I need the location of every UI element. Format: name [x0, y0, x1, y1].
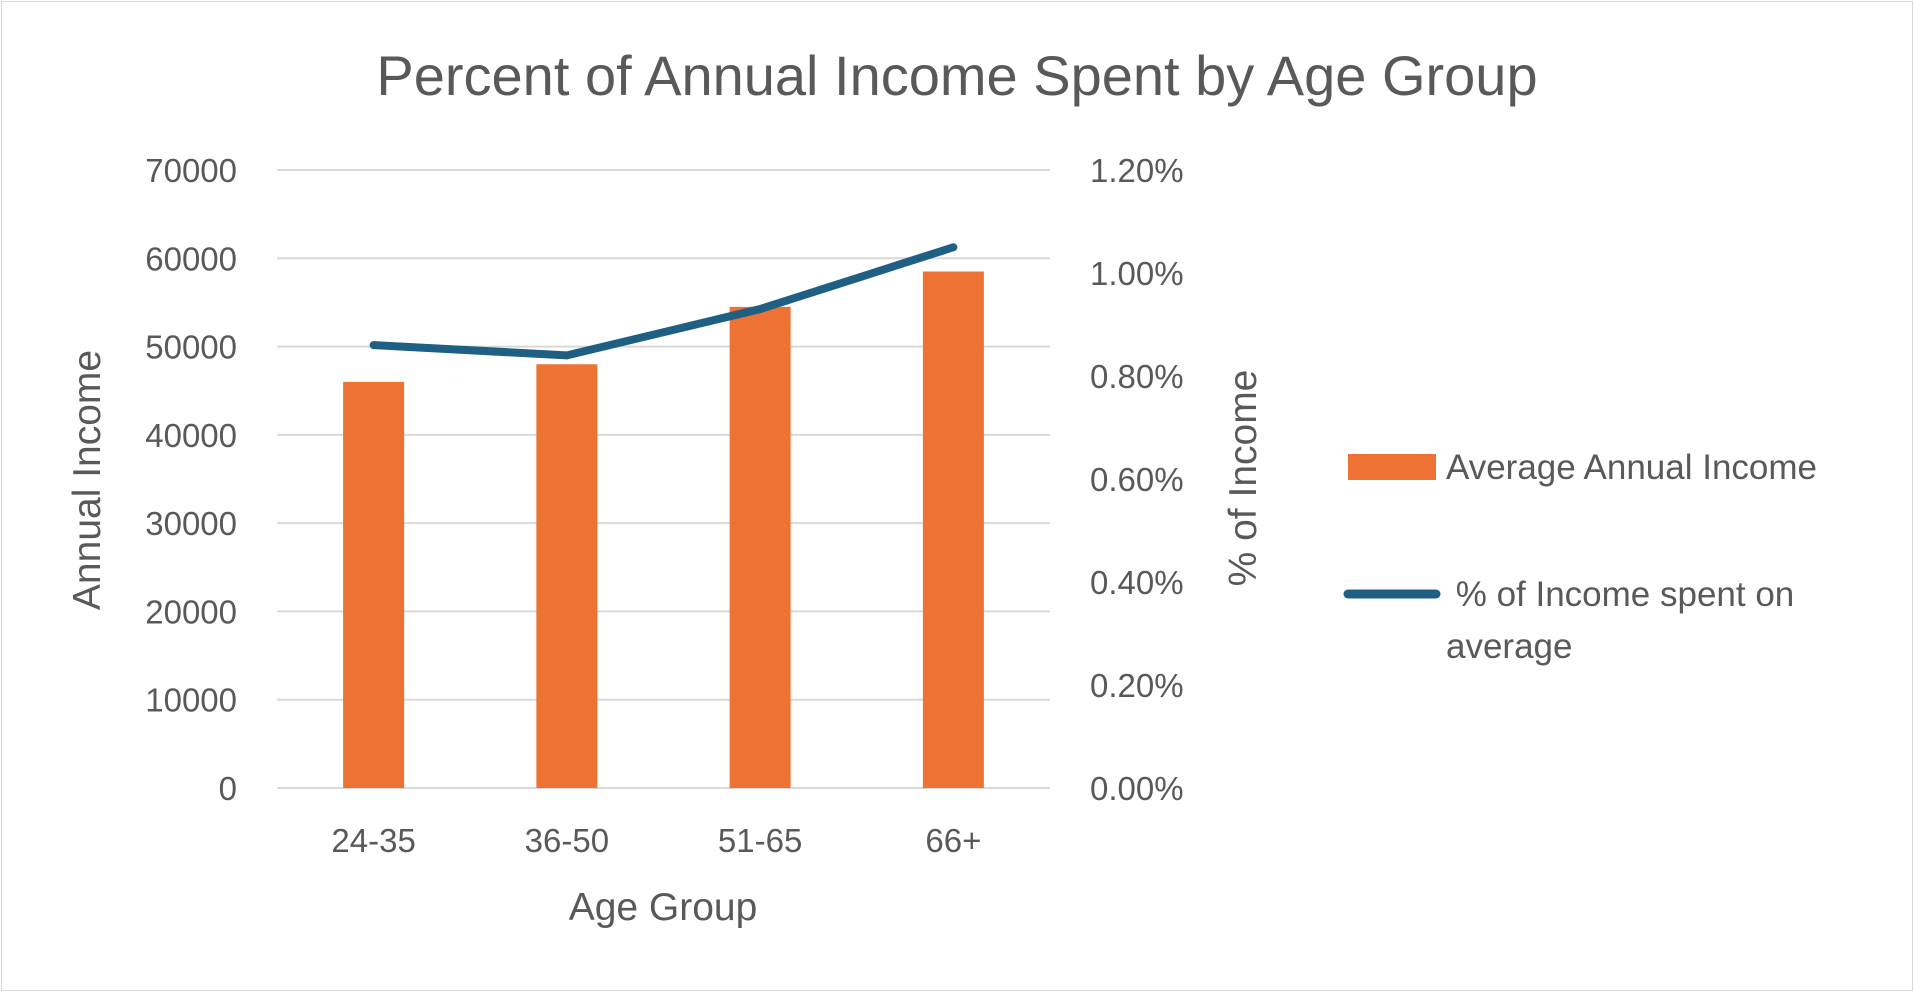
y-tick-label: 0 — [219, 770, 237, 807]
y2-tick-label: 0.80% — [1090, 358, 1184, 395]
y-tick-label: 70000 — [145, 152, 237, 189]
y2-axis-ticks: 0.00% 0.20% 0.40% 0.60% 0.80% 1.00% 1.20% — [1090, 152, 1184, 807]
y-tick-label: 10000 — [145, 682, 237, 719]
chart-title: Percent of Annual Income Spent by Age Gr… — [376, 44, 1537, 107]
x-axis-title: Age Group — [569, 886, 758, 929]
y2-tick-label: 0.60% — [1090, 461, 1184, 498]
legend-label-bar: Average Annual Income — [1446, 448, 1817, 487]
y2-axis-title: % of Income — [1222, 370, 1265, 587]
bar — [343, 381, 405, 788]
bar — [536, 364, 598, 788]
y-axis-ticks: 0 10000 20000 30000 40000 50000 60000 70000 — [145, 152, 237, 807]
y-tick-label: 40000 — [145, 417, 237, 454]
bar — [729, 306, 791, 788]
line-series — [369, 243, 958, 360]
y2-tick-label: 0.00% — [1090, 770, 1184, 807]
x-tick-label: 36-50 — [525, 822, 609, 859]
legend-swatch-bar — [1348, 454, 1436, 480]
y-tick-label: 60000 — [145, 240, 237, 277]
bar-series — [343, 271, 984, 788]
bar — [922, 271, 984, 788]
legend-label-line-2: average — [1446, 627, 1572, 666]
x-tick-label: 66+ — [925, 822, 981, 859]
x-tick-label: 24-35 — [331, 822, 415, 859]
y2-tick-label: 1.20% — [1090, 152, 1184, 189]
y-tick-label: 30000 — [145, 505, 237, 542]
y-tick-label: 20000 — [145, 593, 237, 630]
x-axis-ticks: 24-35 36-50 51-65 66+ — [331, 822, 981, 859]
x-tick-label: 51-65 — [718, 822, 802, 859]
legend: Average Annual Income % of Income spent … — [1343, 448, 1817, 666]
line-path — [369, 243, 958, 360]
legend-label-line-1: % of Income spent on — [1446, 575, 1794, 614]
y2-tick-label: 1.00% — [1090, 255, 1184, 292]
y-tick-label: 50000 — [145, 329, 237, 366]
y2-tick-label: 0.20% — [1090, 667, 1184, 704]
y2-tick-label: 0.40% — [1090, 564, 1184, 601]
y-axis-title: Annual Income — [66, 350, 109, 610]
legend-label-line: % of Income spent on average — [1446, 575, 1804, 666]
